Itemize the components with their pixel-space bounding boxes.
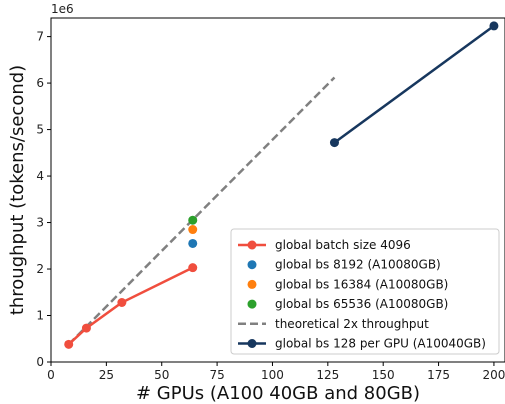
legend-item-global-bs-16384-a10080gb: global bs 16384 (A10080GB) [247, 277, 448, 291]
x-tick-label: 25 [99, 368, 114, 382]
legend-item-global-bs-65536-a10080gb: global bs 65536 (A10080GB) [247, 297, 448, 311]
data-point [329, 138, 339, 148]
y-tick-label: 6 [36, 76, 44, 90]
data-point [81, 323, 91, 333]
y-tick-label: 2 [36, 262, 44, 276]
y-tick-label: 7 [36, 30, 44, 44]
data-point [64, 339, 74, 349]
series-layer [64, 21, 499, 349]
plot-frame [50, 17, 505, 363]
legend-swatch-marker [247, 299, 257, 309]
x-tick-label: 200 [482, 368, 505, 382]
legend-label: global batch size 4096 [275, 238, 411, 252]
series-line [67, 76, 336, 346]
legend-swatch-marker [247, 260, 257, 270]
y-tick-label: 4 [36, 169, 44, 183]
legend-label: global bs 128 per GPU (A10040GB) [275, 337, 486, 351]
legend-label: global bs 16384 (A10080GB) [275, 277, 448, 291]
y-tick-label: 0 [36, 355, 44, 369]
legend: global batch size 4096 global bs 8192 (A1… [230, 228, 500, 355]
legend-box [230, 228, 500, 355]
series-global-bs-128-per-gpu-a10040gb [329, 21, 499, 148]
x-tick-label: 175 [427, 368, 450, 382]
legend-item-global-bs-128-per-gpu-a10040gb: global bs 128 per GPU (A10040GB) [238, 337, 486, 351]
y-offset-label: 1e6 [51, 2, 74, 16]
series-global-bs-8192-a10080gb [188, 238, 198, 248]
x-axis: 0 25 50 75 100 125 150 175 200 [47, 362, 505, 382]
series-global-bs-16384-a10080gb [188, 225, 198, 235]
x-tick-label: 125 [316, 368, 339, 382]
y-tick-label: 5 [36, 123, 44, 137]
data-point [188, 238, 198, 248]
legend-swatch-marker [247, 339, 257, 348]
series-line [67, 266, 194, 346]
x-axis-label: # GPUs (A100 40GB and 80GB) [136, 383, 420, 404]
x-tick-label: 150 [372, 368, 395, 382]
y-axis: 0 1 2 3 4 5 6 7 [36, 30, 51, 369]
y-tick-label: 3 [36, 216, 44, 230]
legend-swatch-marker [247, 240, 257, 250]
y-axis-label: throughput (tokens/second) [7, 65, 28, 315]
legend-swatch-marker [247, 279, 257, 289]
data-point [489, 21, 499, 31]
x-tick-label: 0 [47, 368, 55, 382]
x-tick-label: 50 [154, 368, 169, 382]
legend-label: theoretical 2x throughput [275, 317, 429, 331]
legend-item-theoretical-2x-throughput: theoretical 2x throughput [238, 317, 429, 331]
legend-item-global-batch-size-4096: global batch size 4096 [238, 238, 411, 252]
series-global-batch-size-4096 [64, 263, 198, 349]
x-tick-label: 75 [209, 368, 224, 382]
data-point [188, 263, 198, 273]
x-tick-label: 100 [261, 368, 284, 382]
data-point [188, 215, 198, 225]
data-point [188, 225, 198, 235]
y-tick-label: 1 [36, 309, 44, 323]
legend-item-global-bs-8192-a10080gb: global bs 8192 (A10080GB) [247, 258, 441, 272]
series-global-bs-65536-a10080gb [188, 215, 198, 225]
series-theoretical-2x-throughput [67, 76, 336, 346]
series-line [333, 24, 495, 144]
data-point [117, 297, 127, 307]
legend-label: global bs 8192 (A10080GB) [275, 258, 441, 272]
legend-label: global bs 65536 (A10080GB) [275, 297, 448, 311]
